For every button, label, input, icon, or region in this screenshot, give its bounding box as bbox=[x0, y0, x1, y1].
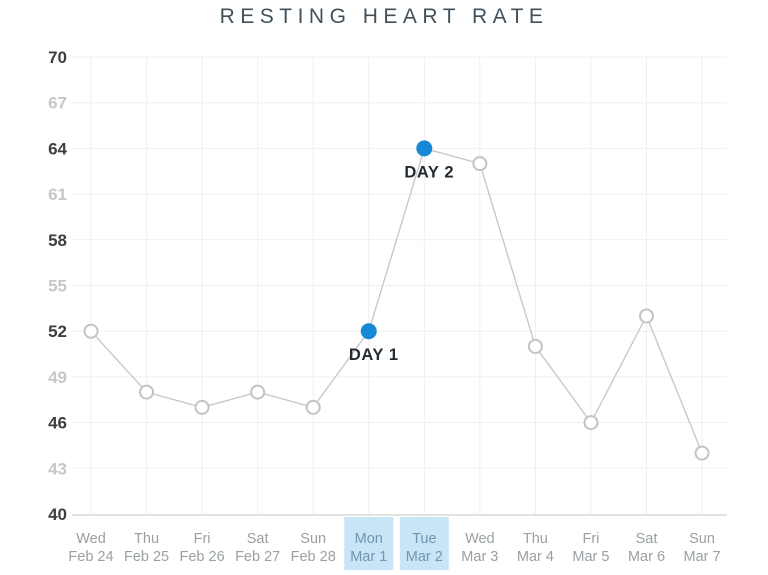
data-point-sat-mar-6[interactable] bbox=[639, 308, 654, 324]
x-label-sat-mar-6[interactable]: Sat Mar 6 bbox=[628, 531, 665, 565]
x-label-thu-feb-25[interactable]: Thu Feb 25 bbox=[124, 531, 169, 565]
data-point-fri-feb-26[interactable] bbox=[194, 399, 210, 415]
series-line bbox=[90, 147, 703, 454]
x-label-date: Mar 4 bbox=[517, 549, 554, 565]
x-label-sun-mar-7[interactable]: Sun Mar 7 bbox=[684, 531, 721, 565]
x-label-date: Mar 6 bbox=[628, 549, 665, 565]
data-point-sun-feb-28[interactable] bbox=[305, 399, 321, 415]
x-label-sat-feb-27[interactable]: Sat Feb 27 bbox=[235, 531, 280, 565]
x-label-date: Feb 26 bbox=[180, 549, 225, 565]
annotation-day-1: DAY 1 bbox=[349, 346, 399, 364]
x-label-wed-feb-24[interactable]: Wed Feb 24 bbox=[68, 531, 113, 565]
data-point-wed-mar-3[interactable] bbox=[472, 156, 488, 172]
y-tick-67: 67 bbox=[48, 94, 67, 113]
x-label-date: Feb 27 bbox=[235, 549, 280, 565]
data-point-thu-mar-4[interactable] bbox=[527, 338, 543, 354]
y-tick-61: 61 bbox=[48, 185, 67, 204]
x-label-day: Sun bbox=[689, 531, 715, 547]
x-label-day: Sat bbox=[247, 531, 269, 547]
data-point-thu-feb-25[interactable] bbox=[139, 384, 155, 400]
x-label-date: Feb 25 bbox=[124, 549, 169, 565]
x-label-day: Sat bbox=[636, 531, 658, 547]
chart-title: RESTING HEART RATE bbox=[219, 5, 549, 28]
x-label-date: Mar 2 bbox=[406, 549, 443, 565]
x-label-date: Feb 28 bbox=[291, 549, 336, 565]
x-label-day: Fri bbox=[194, 531, 211, 547]
x-label-day: Sun bbox=[300, 531, 326, 547]
x-label-day: Thu bbox=[134, 531, 159, 547]
y-tick-70: 70 bbox=[48, 48, 67, 67]
selected-day-highlight bbox=[344, 517, 394, 570]
data-point-sun-mar-7[interactable] bbox=[694, 445, 710, 461]
x-label-day: Thu bbox=[523, 531, 548, 547]
x-label-date: Feb 24 bbox=[68, 549, 113, 565]
y-tick-43: 43 bbox=[48, 459, 67, 478]
x-label-date: Mar 3 bbox=[461, 549, 498, 565]
y-tick-58: 58 bbox=[48, 231, 67, 250]
y-tick-55: 55 bbox=[48, 277, 67, 296]
x-label-day: Fri bbox=[582, 531, 599, 547]
x-label-date: Mar 7 bbox=[684, 549, 721, 565]
x-label-mon-mar-1[interactable]: Mon Mar 1 bbox=[350, 531, 387, 565]
data-point-sat-feb-27[interactable] bbox=[250, 384, 266, 400]
x-label-day: Mon bbox=[355, 531, 383, 547]
y-tick-64: 64 bbox=[48, 139, 67, 158]
selected-day-highlight bbox=[399, 517, 449, 570]
data-point-fri-mar-5[interactable] bbox=[583, 415, 599, 431]
x-label-fri-feb-26[interactable]: Fri Feb 26 bbox=[180, 531, 225, 565]
x-label-tue-mar-2[interactable]: Tue Mar 2 bbox=[406, 531, 443, 565]
x-label-day: Tue bbox=[412, 531, 436, 547]
y-tick-52: 52 bbox=[48, 322, 67, 341]
y-tick-46: 46 bbox=[48, 414, 67, 433]
data-point-tue-mar-2[interactable] bbox=[416, 140, 433, 157]
x-label-thu-mar-4[interactable]: Thu Mar 4 bbox=[517, 531, 554, 565]
x-label-wed-mar-3[interactable]: Wed Mar 3 bbox=[461, 531, 498, 565]
x-label-fri-mar-5[interactable]: Fri Mar 5 bbox=[572, 531, 609, 565]
x-label-date: Mar 5 bbox=[572, 549, 609, 565]
y-tick-40: 40 bbox=[48, 505, 67, 524]
x-label-day: Wed bbox=[465, 531, 495, 547]
data-point-mon-mar-1[interactable] bbox=[360, 323, 377, 340]
x-label-sun-feb-28[interactable]: Sun Feb 28 bbox=[291, 531, 336, 565]
data-point-wed-feb-24[interactable] bbox=[83, 323, 99, 339]
annotation-day-2: DAY 2 bbox=[404, 163, 454, 181]
x-label-date: Mar 1 bbox=[350, 549, 387, 565]
y-tick-49: 49 bbox=[48, 368, 67, 387]
x-label-day: Wed bbox=[76, 531, 106, 547]
